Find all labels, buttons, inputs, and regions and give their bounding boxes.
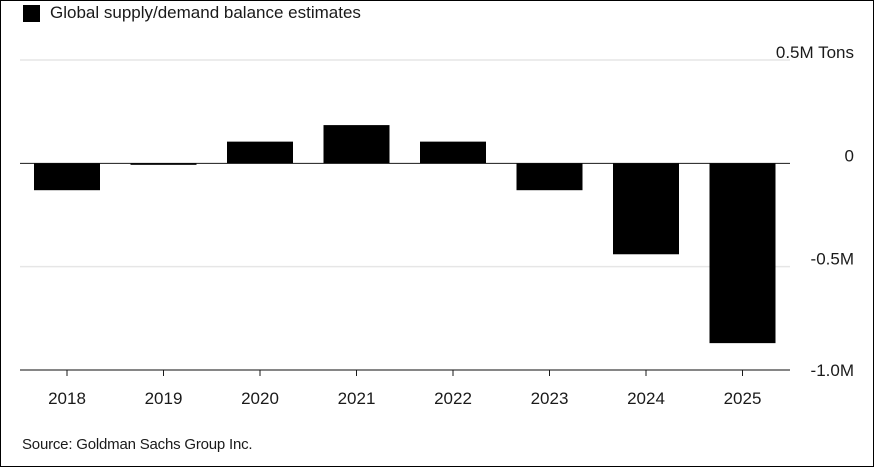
y-tick-label: -1.0M xyxy=(811,361,854,380)
y-tick-label: 0 xyxy=(845,146,854,165)
x-tick-label: 2023 xyxy=(531,389,569,408)
bar-2025 xyxy=(709,163,776,344)
legend-swatch xyxy=(23,4,40,22)
x-tick-label: 2024 xyxy=(627,389,665,408)
bar-2019 xyxy=(130,163,197,165)
y-tick-label: 0.5M Tons xyxy=(776,43,854,62)
x-tick-label: 2019 xyxy=(145,389,183,408)
bar-2023 xyxy=(516,163,583,191)
x-tick-label: 2022 xyxy=(434,389,472,408)
legend-label: Global supply/demand balance estimates xyxy=(50,3,361,22)
y-tick-label: -0.5M xyxy=(811,250,854,269)
bar-2022 xyxy=(420,141,486,164)
x-tick-label: 2025 xyxy=(724,389,762,408)
bar-2020 xyxy=(227,141,293,164)
bar-2018 xyxy=(34,163,100,191)
legend: Global supply/demand balance estimates xyxy=(23,3,361,23)
bar-2024 xyxy=(613,163,679,255)
bar-2021 xyxy=(323,125,390,164)
source-note: Source: Goldman Sachs Group Inc. xyxy=(22,436,253,453)
x-tick-label: 2018 xyxy=(48,389,86,408)
x-tick-label: 2020 xyxy=(241,389,279,408)
x-tick-label: 2021 xyxy=(338,389,376,408)
